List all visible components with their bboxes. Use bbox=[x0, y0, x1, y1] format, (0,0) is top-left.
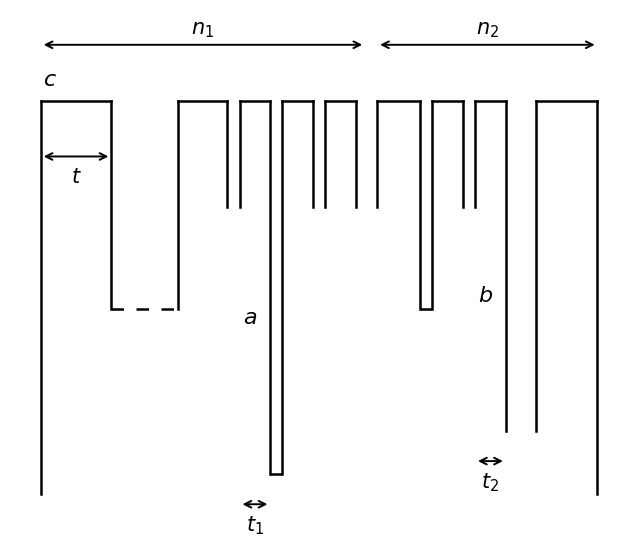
Text: a: a bbox=[242, 308, 256, 328]
Text: $t_1$: $t_1$ bbox=[246, 514, 264, 537]
Text: b: b bbox=[478, 286, 492, 306]
Text: c: c bbox=[44, 70, 56, 91]
Text: $n_2$: $n_2$ bbox=[476, 20, 499, 40]
Text: $t_2$: $t_2$ bbox=[481, 471, 500, 494]
Text: $n_1$: $n_1$ bbox=[192, 20, 215, 40]
Text: $t$: $t$ bbox=[71, 167, 81, 187]
